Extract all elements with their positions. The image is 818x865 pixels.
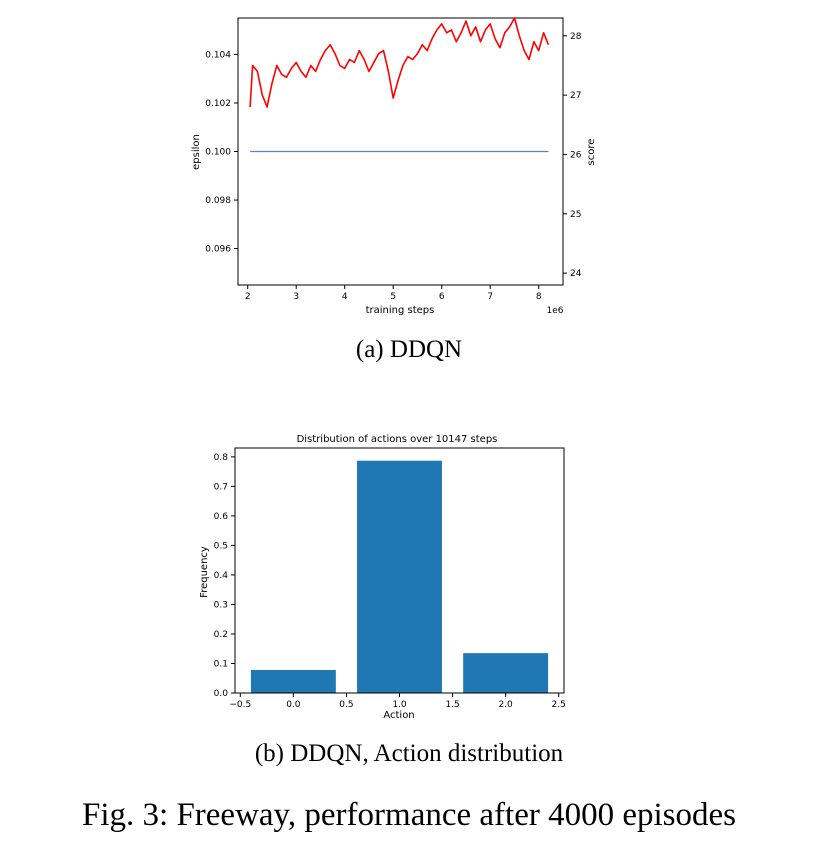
chart-a-y-right-tick-label: 26 <box>570 150 582 160</box>
chart-a-x-offset: 1e6 <box>547 306 564 316</box>
chart-a-x-label: training steps <box>366 305 435 316</box>
chart-b-y-tick-label: 0.5 <box>214 541 228 551</box>
chart-a-y-right-tick-label: 27 <box>570 91 581 101</box>
chart-b-y-tick-label: 0.2 <box>214 630 228 640</box>
chart-a-x-tick-label: 5 <box>390 292 396 302</box>
chart-b-title: Distribution of actions over 10147 steps <box>297 434 498 445</box>
chart-b-bars <box>250 460 549 693</box>
caption-b: (b) DDQN, Action distribution <box>254 740 564 767</box>
chart-b-x-tick-label: 2.5 <box>552 700 566 710</box>
chart-a-y-ticks-right: 24 25 26 27 28 <box>563 32 582 279</box>
figure-caption: Fig. 3: Freeway, performance after 4000 … <box>82 797 736 833</box>
chart-a-y-label-left: epsilon <box>191 134 202 170</box>
chart-a-y-left-tick-label: 0.104 <box>205 50 231 60</box>
chart-a-x-tick-label: 7 <box>487 292 493 302</box>
chart-a-y-left-tick-label: 0.102 <box>205 99 231 109</box>
chart-b-y-tick-label: 0.6 <box>214 512 229 522</box>
chart-b-y-tick-label: 0.0 <box>214 689 229 699</box>
bar-action-1 <box>357 460 442 693</box>
bar-action-2 <box>463 653 549 693</box>
score-series-line <box>249 17 550 108</box>
chart-b-x-tick-label: 0.5 <box>339 700 353 710</box>
chart-b-x-tick-label: 2.0 <box>498 700 513 710</box>
caption-a: (a) DDQN <box>355 336 463 363</box>
chart-a-y-ticks-left: 0.096 0.098 0.100 0.102 0.104 <box>205 50 238 255</box>
chart-b-x-tick-label: 1.5 <box>445 700 459 710</box>
chart-b-y-ticks: 0.0 0.1 0.2 0.3 0.4 0.5 0.6 0.7 0.8 <box>214 453 235 699</box>
chart-a-y-left-tick-label: 0.098 <box>205 196 231 206</box>
chart-a-y-left-tick-label: 0.096 <box>205 245 231 255</box>
chart-a-x-tick-label: 4 <box>342 292 348 302</box>
chart-b-y-tick-label: 0.3 <box>214 600 228 610</box>
chart-a-x-tick-label: 2 <box>245 292 251 302</box>
chart-a-x-tick-label: 8 <box>536 292 542 302</box>
chart-a-y-label-right: score <box>586 139 597 166</box>
chart-b-y-tick-label: 0.7 <box>214 482 228 492</box>
chart-a-y-right-tick-label: 24 <box>570 269 582 279</box>
chart-a-x-ticks: 2 3 4 5 6 7 8 <box>245 285 542 302</box>
chart-a-y-left-tick-label: 0.100 <box>205 148 231 158</box>
bar-action-0 <box>250 669 336 693</box>
chart-a: 2 3 4 5 6 7 8 0.096 0.098 0.100 0.102 0.104 24 25 26… <box>191 17 597 316</box>
chart-b-y-label: Frequency <box>199 546 210 598</box>
chart-b-x-tick-label: −0.5 <box>229 700 251 710</box>
chart-b-x-tick-label: 1.0 <box>392 700 407 710</box>
chart-a-x-tick-label: 6 <box>439 292 445 302</box>
chart-b-x-tick-label: 0.0 <box>286 700 301 710</box>
chart-b: Distribution of actions over 10147 steps… <box>199 434 566 721</box>
chart-b-y-tick-label: 0.8 <box>214 453 229 463</box>
chart-b-x-label: Action <box>383 710 414 721</box>
chart-a-y-right-tick-label: 25 <box>570 210 581 220</box>
chart-a-x-tick-label: 3 <box>293 292 299 302</box>
chart-b-y-tick-label: 0.1 <box>214 659 228 669</box>
chart-b-x-ticks: −0.5 0.0 0.5 1.0 1.5 2.0 2.5 <box>229 693 566 710</box>
chart-a-y-right-tick-label: 28 <box>570 32 582 42</box>
chart-b-y-tick-label: 0.4 <box>214 571 229 581</box>
